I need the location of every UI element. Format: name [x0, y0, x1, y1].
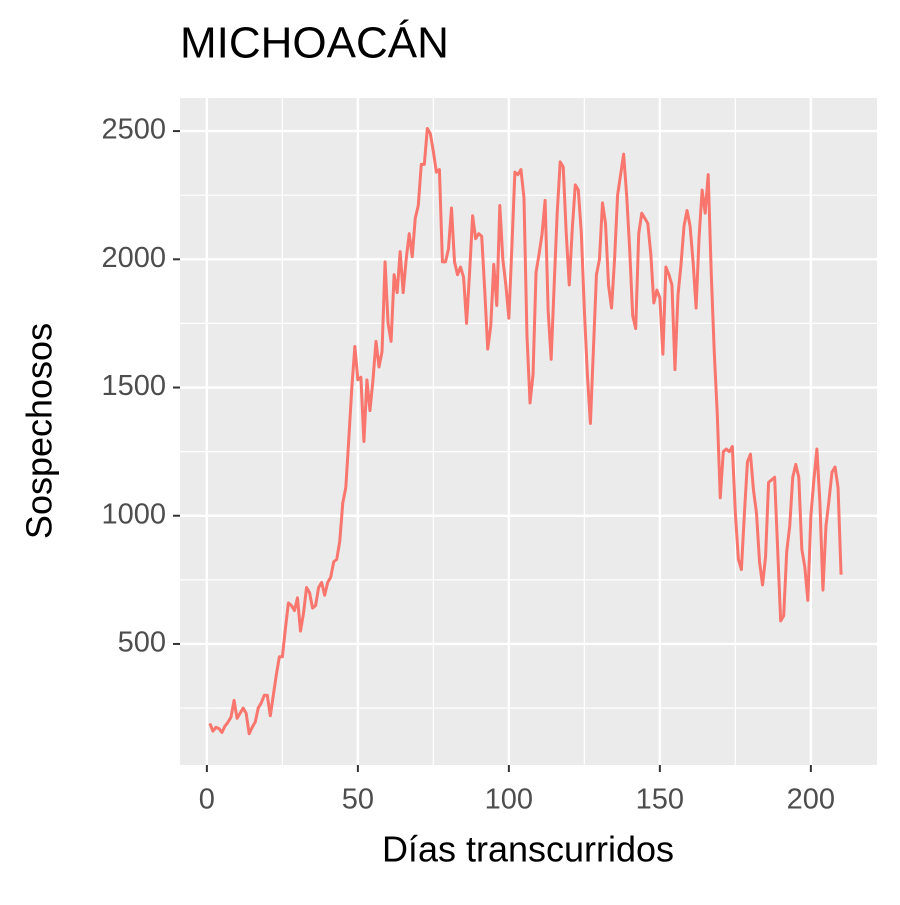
- panel: [180, 98, 877, 765]
- y-tick-label: 1000: [101, 498, 166, 530]
- x-tick-label: 0: [199, 784, 215, 816]
- y-axis-title: Sospechosos: [19, 323, 60, 539]
- chart-title: MICHOACÁN: [180, 19, 449, 68]
- x-tick-label: 150: [636, 784, 684, 816]
- x-tick-label: 100: [485, 784, 533, 816]
- x-axis-title: Días transcurridos: [382, 829, 674, 870]
- y-tick-label: 1500: [101, 370, 166, 402]
- data-line: [208, 127, 843, 736]
- y-tick-label: 500: [118, 627, 166, 659]
- x-tick-label: 200: [787, 784, 835, 816]
- y-tick-label: 2000: [101, 242, 166, 274]
- x-tick-label: 50: [342, 784, 374, 816]
- y-tick-label: 2500: [101, 114, 166, 146]
